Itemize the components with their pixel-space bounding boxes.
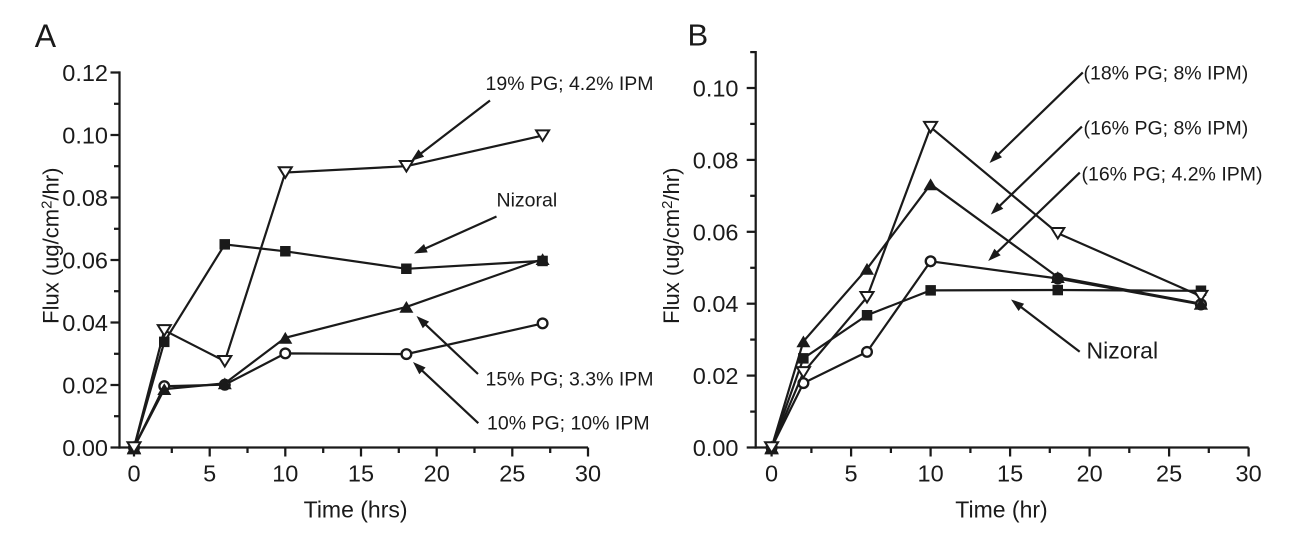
svg-text:25: 25 <box>1156 461 1182 487</box>
svg-text:0.00: 0.00 <box>62 435 108 461</box>
svg-text:0.12: 0.12 <box>62 60 108 86</box>
svg-text:10: 10 <box>272 461 298 487</box>
svg-text:Flux (ug/cm2/hr): Flux (ug/cm2/hr) <box>659 168 684 324</box>
svg-text:Time (hr): Time (hr) <box>955 497 1047 523</box>
svg-text:(16% PG; 8% IPM): (16% PG; 8% IPM) <box>1084 118 1249 140</box>
svg-text:B: B <box>688 18 709 53</box>
svg-text:A: A <box>35 18 57 54</box>
svg-text:0.10: 0.10 <box>693 76 739 102</box>
svg-text:0.04: 0.04 <box>693 291 739 317</box>
svg-text:0.06: 0.06 <box>693 219 739 245</box>
svg-text:20: 20 <box>424 461 450 487</box>
svg-text:0.06: 0.06 <box>62 248 108 274</box>
svg-text:(16% PG; 4.2% IPM): (16% PG; 4.2% IPM) <box>1082 164 1263 186</box>
svg-text:25: 25 <box>499 461 525 487</box>
svg-text:0.08: 0.08 <box>693 147 739 173</box>
svg-text:30: 30 <box>1236 461 1262 487</box>
svg-text:5: 5 <box>845 461 858 487</box>
svg-text:Nizoral: Nizoral <box>497 190 558 212</box>
svg-text:19% PG; 4.2% IPM: 19% PG; 4.2% IPM <box>486 73 654 95</box>
svg-text:0: 0 <box>127 461 140 487</box>
svg-text:0.02: 0.02 <box>693 363 739 389</box>
svg-text:Nizoral: Nizoral <box>1087 338 1159 364</box>
svg-text:15% PG; 3.3% IPM: 15% PG; 3.3% IPM <box>486 369 654 391</box>
svg-text:0.02: 0.02 <box>62 373 108 399</box>
svg-text:0: 0 <box>765 461 778 487</box>
svg-text:Flux (ug/cm2/hr): Flux (ug/cm2/hr) <box>39 168 64 324</box>
svg-text:15: 15 <box>348 461 374 487</box>
svg-text:20: 20 <box>1077 461 1103 487</box>
svg-text:Time (hrs): Time (hrs) <box>304 497 408 523</box>
svg-text:15: 15 <box>997 461 1023 487</box>
svg-text:0.10: 0.10 <box>62 123 108 149</box>
svg-text:10: 10 <box>918 461 944 487</box>
svg-text:0.00: 0.00 <box>693 435 739 461</box>
svg-text:10% PG; 10% IPM: 10% PG; 10% IPM <box>487 413 650 435</box>
svg-text:5: 5 <box>203 461 216 487</box>
svg-text:30: 30 <box>575 461 601 487</box>
svg-text:(18% PG; 8% IPM): (18% PG; 8% IPM) <box>1084 63 1249 85</box>
svg-text:0.08: 0.08 <box>62 185 108 211</box>
svg-text:0.04: 0.04 <box>62 310 108 336</box>
